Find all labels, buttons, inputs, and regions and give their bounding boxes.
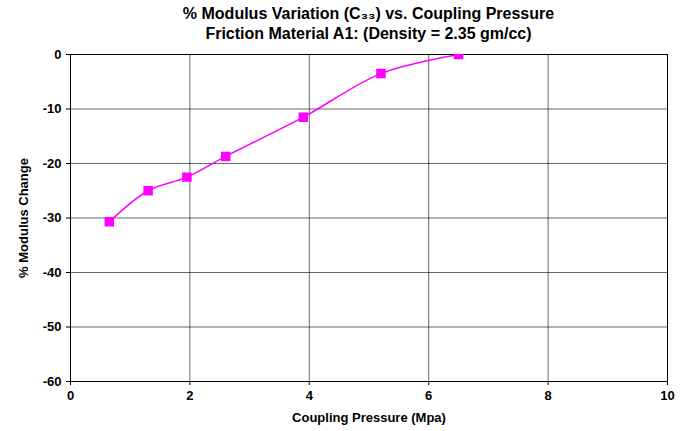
html-text:% Modulus Variation (C₃₃) vs.: % Modulus Variation (C₃₃) vs. Coupling P…	[182, 5, 555, 22]
svg-text:4: 4	[306, 388, 314, 403]
svg-text:-40: -40	[43, 265, 62, 280]
svg-text:-20: -20	[43, 156, 62, 171]
svg-text:-30: -30	[43, 210, 62, 225]
svg-text:8: 8	[544, 388, 551, 403]
svg-text:% Modulus Change: % Modulus Change	[16, 158, 31, 278]
svg-text:-50: -50	[43, 319, 62, 334]
svg-text:2: 2	[186, 388, 193, 403]
svg-text:6: 6	[425, 388, 432, 403]
svg-text:-10: -10	[43, 101, 62, 116]
svg-text:0: 0	[54, 47, 61, 62]
svg-text:0: 0	[67, 388, 74, 403]
svg-text:-60: -60	[43, 374, 62, 389]
svg-text:Coupling Pressure (Mpa): Coupling Pressure (Mpa)	[292, 410, 446, 425]
html-text:Friction Material A1: (Density: Friction Material A1: (Density = 2.35 gm…	[205, 25, 532, 42]
svg-text:10: 10	[660, 388, 674, 403]
